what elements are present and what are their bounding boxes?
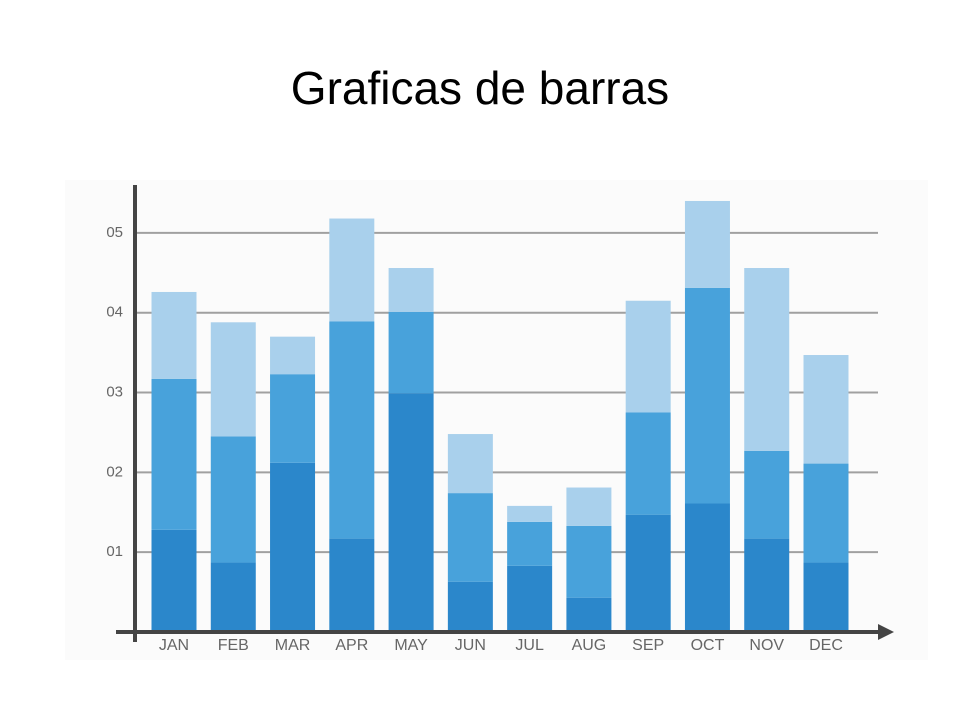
bar-segment (270, 336, 316, 375)
x-tick-label: APR (335, 637, 368, 654)
bar-segment (803, 355, 849, 464)
x-tick-label: FEB (218, 637, 249, 654)
bar-segment (447, 493, 493, 582)
x-tick-label: JAN (159, 637, 189, 654)
bar-segment (388, 311, 434, 394)
bar-segment (270, 462, 316, 632)
bar-segment (447, 434, 493, 494)
bar-segment (388, 268, 434, 312)
bar-segment (625, 300, 671, 413)
bar-segment (270, 374, 316, 463)
x-tick-label: DEC (809, 637, 843, 654)
x-tick-label: JUL (515, 637, 544, 654)
bar-segment (625, 412, 671, 515)
bar-segment (329, 218, 375, 322)
bar-segment (803, 562, 849, 632)
bar-segment (566, 597, 612, 632)
y-tick-label: 03 (106, 384, 123, 401)
y-tick-label: 02 (106, 463, 123, 480)
x-tick-label: MAR (275, 637, 311, 654)
bar-segment (151, 378, 197, 530)
bar-segment (744, 538, 790, 632)
bar-segment (329, 321, 375, 539)
bar-segment (566, 525, 612, 598)
y-tick-label: 04 (106, 304, 123, 321)
bar-segment (151, 529, 197, 632)
x-tick-label: NOV (749, 637, 784, 654)
bar-segment (388, 393, 434, 632)
bar-segment (507, 565, 553, 632)
y-tick-label: 01 (106, 543, 123, 560)
bar-segment (684, 200, 730, 288)
bar-segment (151, 291, 197, 379)
bar-segment (625, 514, 671, 632)
bar-segment (210, 436, 256, 563)
bar-segment (507, 505, 553, 522)
bar-segment (329, 538, 375, 632)
bar-segment (507, 521, 553, 566)
x-tick-label: AUG (572, 637, 607, 654)
bar-segment (744, 268, 790, 451)
x-axis-arrow (878, 624, 894, 640)
x-tick-label: SEP (632, 637, 664, 654)
x-tick-label: JUN (455, 637, 486, 654)
bar-segment (744, 450, 790, 539)
bar-segment (803, 463, 849, 563)
bar-segment (566, 487, 612, 526)
x-tick-label: OCT (691, 637, 725, 654)
bar-segment (210, 562, 256, 632)
bar-segment (210, 322, 256, 437)
chart-title: Graficas de barras (291, 62, 669, 114)
y-tick-label: 05 (106, 224, 123, 241)
bar-segment (447, 581, 493, 632)
x-tick-label: MAY (394, 637, 428, 654)
bar-segment (684, 287, 730, 504)
bar-segment (684, 503, 730, 632)
